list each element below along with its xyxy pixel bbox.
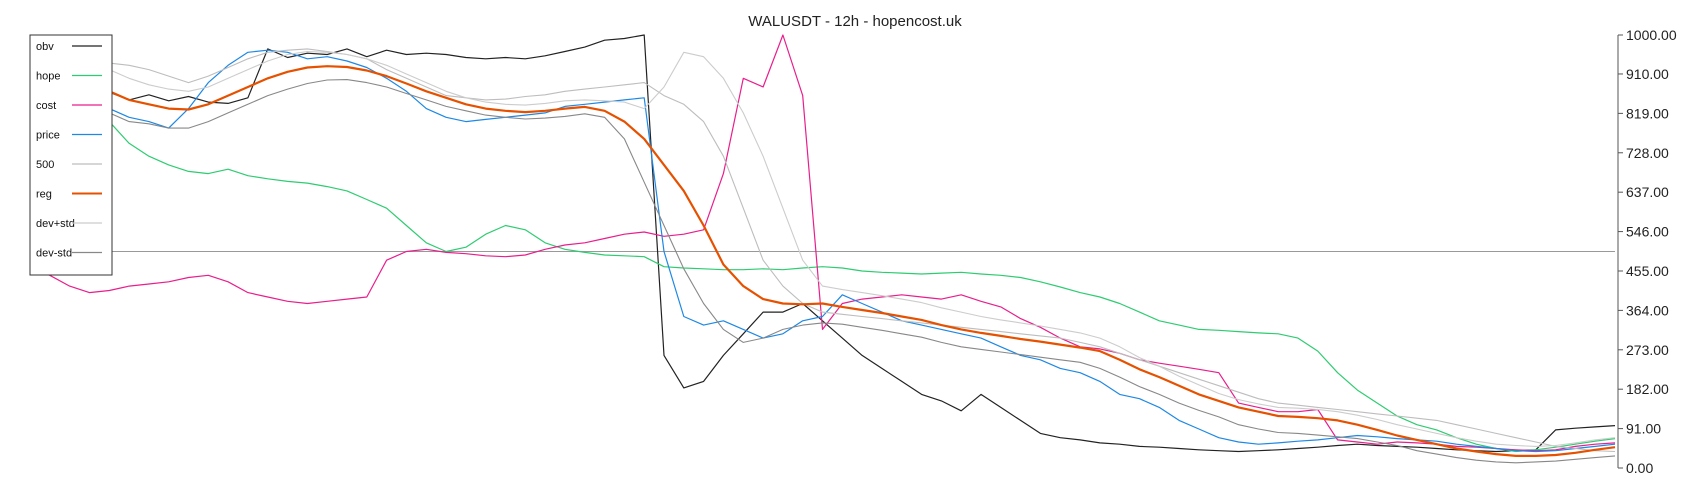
legend-label: reg <box>36 189 52 201</box>
legend-label: dev+std <box>36 218 75 230</box>
chart-title: WALUSDT - 12h - hopencost.uk <box>748 13 962 30</box>
series-line-obv <box>29 34 1616 453</box>
legend-label: hope <box>36 71 60 83</box>
series-line-dev-std <box>29 49 1616 447</box>
series-line-cost <box>29 34 1616 452</box>
y-tick-label: 455.00 <box>1626 263 1669 279</box>
y-tick-label: 0.00 <box>1626 460 1653 476</box>
series-line-500 <box>29 48 1616 453</box>
y-tick-label: 91.00 <box>1626 421 1661 437</box>
y-tick-label: 910.00 <box>1626 66 1669 82</box>
plot-area <box>29 34 1616 464</box>
y-tick-label: 364.00 <box>1626 302 1669 318</box>
y-tick-label: 182.00 <box>1626 381 1669 397</box>
y-tick-label: 273.00 <box>1626 342 1669 358</box>
series-line-hope <box>29 49 1616 453</box>
legend: obv hope cost price 500 reg dev+std dev-std <box>29 34 113 276</box>
legend-label: obv <box>36 41 54 53</box>
legend-label: cost <box>36 100 56 112</box>
y-tick-label: 546.00 <box>1626 224 1669 240</box>
y-tick-label: 637.00 <box>1626 184 1669 200</box>
y-axis: 1000.00 910.00 819.00 728.00 637.00 546.00 455… <box>1617 27 1677 476</box>
y-tick-label: 1000.00 <box>1626 27 1677 43</box>
y-tick-label: 819.00 <box>1626 105 1669 121</box>
series-line-price <box>29 49 1616 453</box>
series-line-dev-std <box>29 79 1616 464</box>
legend-label: dev-std <box>36 248 72 260</box>
legend-label: 500 <box>36 159 54 171</box>
legend-label: price <box>36 130 60 142</box>
series-line-reg <box>29 65 1616 457</box>
y-tick-label: 728.00 <box>1626 145 1669 161</box>
